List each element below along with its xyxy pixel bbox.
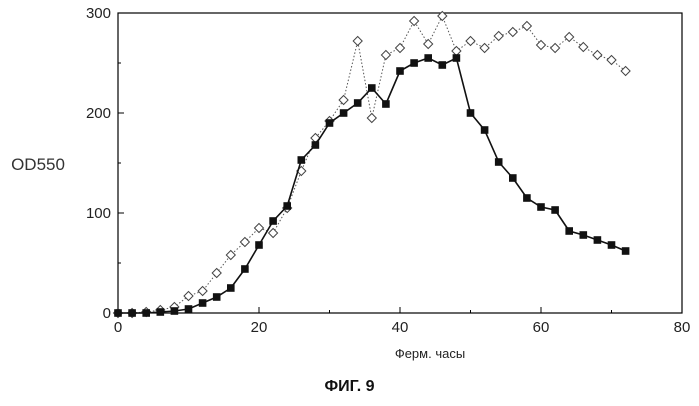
x-tick-label: 40 xyxy=(392,319,409,336)
data-point-diamond xyxy=(479,42,490,54)
data-point-square xyxy=(198,299,207,307)
data-point-diamond xyxy=(408,15,420,27)
y-axis-label: OD550 xyxy=(11,155,65,174)
chart: 0 20 40 60 80 0 100 200 300 Ферм. часы OD550 xyxy=(11,5,690,361)
data-point-diamond xyxy=(267,227,279,239)
data-point-diamond xyxy=(197,285,208,297)
data-point-square xyxy=(339,109,348,117)
data-point-square xyxy=(593,236,602,244)
x-tick-label: 20 xyxy=(251,319,268,336)
data-point-diamond xyxy=(422,38,434,50)
data-point-square xyxy=(156,308,165,316)
series-1-line xyxy=(118,14,626,314)
data-point-square xyxy=(170,307,179,315)
data-point-square xyxy=(438,61,447,69)
x-tick-label: 0 xyxy=(114,319,122,336)
y-tick-label: 100 xyxy=(86,205,111,222)
data-point-square xyxy=(227,284,235,292)
data-point-square xyxy=(184,305,193,313)
series-2 xyxy=(114,54,630,317)
data-point-square xyxy=(607,241,616,249)
data-point-diamond xyxy=(451,45,462,57)
data-point-square xyxy=(537,203,545,211)
data-point-square xyxy=(212,293,221,301)
x-tick-label: 80 xyxy=(674,319,691,336)
data-point-diamond xyxy=(592,49,603,61)
data-point-square xyxy=(353,99,362,107)
data-point-diamond xyxy=(521,20,533,32)
data-point-diamond xyxy=(535,39,547,51)
data-point-square xyxy=(621,247,630,255)
x-axis-label: Ферм. часы xyxy=(395,346,465,361)
data-point-diamond xyxy=(493,30,504,42)
data-point-square xyxy=(579,231,588,239)
data-point-diamond xyxy=(183,290,194,302)
data-point-square xyxy=(241,265,249,273)
y-tick-label: 0 xyxy=(103,305,111,322)
data-point-diamond xyxy=(549,42,561,54)
data-point-square xyxy=(142,309,150,317)
x-tick-label: 60 xyxy=(533,319,550,336)
data-point-diamond xyxy=(211,267,222,279)
data-point-square xyxy=(410,59,418,67)
data-point-diamond xyxy=(338,94,349,106)
series-layer xyxy=(112,10,631,319)
data-point-square xyxy=(452,54,461,62)
data-point-diamond xyxy=(253,222,265,234)
data-point-square xyxy=(424,54,432,62)
data-point-diamond xyxy=(225,249,237,261)
data-point-square xyxy=(114,309,122,317)
data-point-square xyxy=(255,241,263,249)
data-point-square xyxy=(297,156,306,164)
data-point-diamond xyxy=(620,65,631,77)
data-point-square xyxy=(396,67,404,75)
data-point-diamond xyxy=(465,35,476,47)
y-tick-label: 300 xyxy=(86,5,111,22)
data-point-square xyxy=(565,227,573,235)
data-point-square xyxy=(269,217,277,225)
data-point-square xyxy=(523,194,531,202)
data-point-square xyxy=(128,309,136,317)
y-tick-label: 200 xyxy=(86,105,111,122)
data-point-diamond xyxy=(352,35,363,47)
data-point-square xyxy=(283,202,291,210)
data-point-square xyxy=(466,109,475,117)
series-2-line xyxy=(118,56,626,314)
data-point-square xyxy=(325,119,334,127)
data-point-diamond xyxy=(437,10,448,22)
data-point-square xyxy=(494,158,503,166)
data-point-square xyxy=(311,141,320,149)
data-point-square xyxy=(368,84,376,92)
data-point-diamond xyxy=(394,42,406,54)
data-point-diamond xyxy=(563,31,575,43)
data-point-diamond xyxy=(507,26,519,38)
data-point-diamond xyxy=(606,54,617,66)
data-point-square xyxy=(480,126,489,134)
series-1 xyxy=(112,10,631,319)
figure-caption: ФИГ. 9 xyxy=(324,378,375,395)
tick-labels: 0 20 40 60 80 0 100 200 300 xyxy=(86,5,690,336)
data-point-diamond xyxy=(366,112,378,124)
data-point-diamond xyxy=(380,49,392,61)
data-point-diamond xyxy=(239,236,251,248)
data-point-square xyxy=(509,174,517,182)
data-point-square xyxy=(382,100,390,108)
data-point-diamond xyxy=(578,41,589,53)
data-point-square xyxy=(551,206,559,214)
